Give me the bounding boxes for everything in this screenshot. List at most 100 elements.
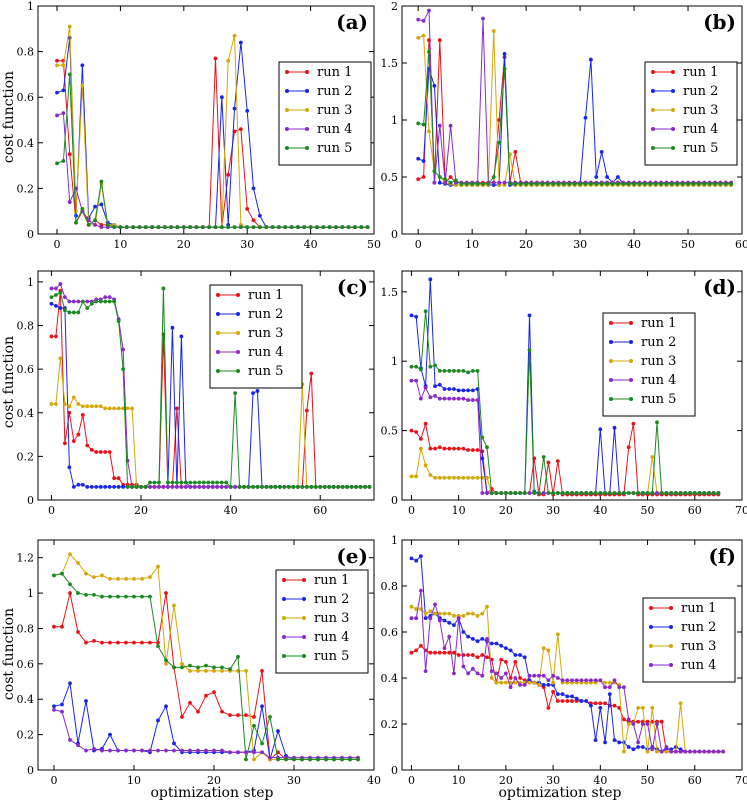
data-point <box>433 384 437 389</box>
data-point <box>237 485 242 489</box>
data-point <box>461 369 466 373</box>
x-tick-label: 0 <box>48 504 55 517</box>
data-point <box>336 485 341 489</box>
data-point <box>107 450 112 454</box>
data-point <box>617 491 622 495</box>
data-point <box>232 33 237 38</box>
data-point <box>236 654 240 659</box>
data-point <box>85 485 90 489</box>
data-point <box>283 225 288 230</box>
data-point <box>593 738 598 742</box>
data-point <box>418 554 423 558</box>
data-point <box>62 295 67 300</box>
data-point <box>179 485 184 489</box>
data-point <box>359 225 364 230</box>
data-point <box>428 473 433 477</box>
data-point <box>76 561 80 565</box>
data-point <box>612 425 617 430</box>
data-point <box>156 748 160 753</box>
data-point <box>456 475 461 480</box>
data-point <box>80 63 85 68</box>
data-point <box>233 391 238 396</box>
data-point <box>112 406 117 411</box>
data-point <box>367 485 372 489</box>
data-point <box>491 175 496 179</box>
data-point <box>443 177 448 182</box>
data-point <box>456 396 461 401</box>
data-point <box>188 480 193 485</box>
data-point <box>461 396 466 401</box>
data-point <box>255 389 260 393</box>
data-point <box>572 181 577 186</box>
data-point <box>603 491 607 495</box>
data-point <box>166 485 170 489</box>
data-point <box>161 286 166 291</box>
data-point <box>148 485 152 489</box>
panel-label: (d) <box>703 275 736 299</box>
data-point <box>475 639 480 644</box>
data-point <box>121 367 126 372</box>
data-point <box>49 286 54 291</box>
data-point <box>555 676 560 680</box>
data-point <box>107 295 112 300</box>
y-tick-label: 0.5 <box>381 171 399 184</box>
data-point <box>215 485 220 489</box>
data-point <box>437 650 442 655</box>
data-point <box>686 181 690 186</box>
data-point <box>170 485 175 489</box>
series-group <box>49 282 372 489</box>
data-point <box>560 678 565 683</box>
legend-label: run 2 <box>683 84 718 99</box>
data-point <box>212 665 216 670</box>
data-point <box>640 491 645 495</box>
data-point <box>697 749 702 754</box>
data-point <box>251 391 255 396</box>
data-point <box>55 113 59 118</box>
data-point <box>152 480 157 485</box>
data-point <box>452 475 456 480</box>
data-point <box>716 491 721 495</box>
data-point <box>99 225 104 230</box>
data-point <box>172 741 176 746</box>
data-point <box>99 179 104 184</box>
data-point <box>340 225 345 230</box>
data-point <box>55 161 59 166</box>
data-point <box>68 738 72 742</box>
data-point <box>132 577 136 581</box>
data-point <box>108 748 112 753</box>
legend-label: run 4 <box>681 658 716 673</box>
data-point <box>348 757 352 762</box>
data-point <box>55 63 59 68</box>
data-point <box>480 673 485 678</box>
legend-marker <box>651 146 655 150</box>
data-point <box>729 181 734 186</box>
panel-label: (a) <box>336 10 368 34</box>
data-point <box>414 378 419 383</box>
x-tick-label: 40 <box>224 504 238 517</box>
data-point <box>327 485 332 489</box>
data-point <box>201 485 206 489</box>
y-axis-title-top: cost function <box>1 71 17 163</box>
data-point <box>116 476 121 481</box>
data-point <box>242 485 246 489</box>
data-point <box>537 683 541 687</box>
data-point <box>196 709 200 714</box>
x-tick-label: 20 <box>177 238 191 251</box>
legend-marker <box>285 70 289 74</box>
data-point <box>631 747 636 752</box>
data-point <box>716 749 721 754</box>
data-point <box>169 225 174 230</box>
x-tick-label: 30 <box>287 774 301 787</box>
series-line-run-3 <box>411 448 719 494</box>
x-tick-label: 60 <box>735 238 747 251</box>
data-point <box>527 313 532 318</box>
legend-marker <box>216 293 220 297</box>
data-point <box>452 446 456 451</box>
legend-marker <box>302 597 306 601</box>
panel-1: 0 10 20 30 40 50 60 0 0.5 1 1.5 2 (b) run 1 run 2 run 3… <box>381 0 747 251</box>
legend-marker <box>285 146 289 150</box>
data-point <box>456 616 461 621</box>
panel-5: 0 10 20 30 40 50 60 70 0 0.2 0.4 0.6 0.8 1 (f) run 1 run… <box>381 534 747 787</box>
y-tick-label: 0 <box>27 764 34 777</box>
panel-3: 0 10 20 30 40 50 60 70 0 0.5 1 1.5 (d) run 1 run 2 run … <box>381 270 747 517</box>
